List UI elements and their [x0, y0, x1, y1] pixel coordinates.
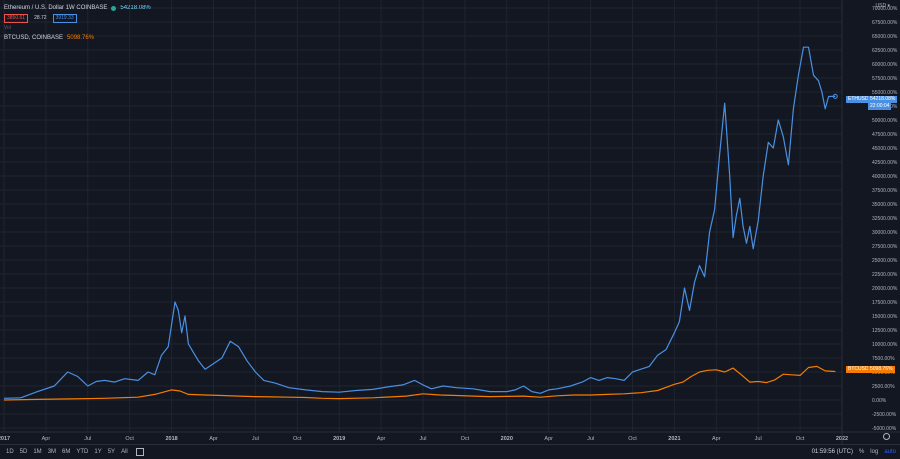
log-toggle[interactable]: log: [870, 449, 879, 455]
percent-toggle[interactable]: %: [858, 449, 865, 455]
y-tick-label: 42500.00%: [872, 160, 898, 166]
y-tick-label: 40000.00%: [872, 174, 898, 180]
y-tick-label: 27500.00%: [872, 244, 898, 250]
legend-volume-row: Vol: [4, 23, 151, 33]
sell-price-box[interactable]: 3850.61: [4, 13, 29, 23]
range-5y[interactable]: 5Y: [107, 449, 116, 455]
x-tick-label: Jul: [84, 436, 91, 442]
y-tick-label: 0.00%: [872, 398, 887, 404]
chevron-down-icon: ▾: [887, 3, 890, 9]
x-tick-label: Jul: [755, 436, 762, 442]
y-tick-label: 62500.00%: [872, 48, 898, 54]
eth-value-tag: 54218.08%: [868, 96, 898, 103]
y-tick-label: -2500.00%: [872, 412, 897, 418]
x-tick-label: Oct: [125, 436, 134, 442]
right-tools: 01:59:56 (UTC) % log auto: [812, 449, 896, 455]
x-tick-label: 2021: [668, 436, 680, 442]
x-tick-label: Oct: [461, 436, 470, 442]
change-percent: 54218.08%: [120, 5, 151, 11]
bottom-toolbar: 1D 5D 1M 3M 6M YTD 1Y 5Y All 01:59:56 (U…: [0, 444, 900, 459]
range-ytd[interactable]: YTD: [76, 449, 89, 455]
y-tick-label: 12500.00%: [872, 328, 898, 334]
y-tick-label: 5000.00%: [872, 370, 895, 376]
range-1m[interactable]: 1M: [33, 449, 42, 455]
currency-label: USD: [875, 3, 887, 9]
y-tick-label: 65000.00%: [872, 34, 898, 40]
x-tick-label: Apr: [544, 436, 553, 442]
y-tick-label: 20000.00%: [872, 286, 898, 292]
x-tick-label: Oct: [293, 436, 302, 442]
comparison-percent: 5098.76%: [67, 35, 95, 41]
legend-price-row: 3850.61 28.72 3919.33: [4, 13, 151, 23]
eth-last-point: [832, 93, 838, 99]
x-tick-label: Oct: [796, 436, 805, 442]
y-tick-label: 60000.00%: [872, 62, 898, 68]
y-tick-label: 10000.00%: [872, 342, 898, 348]
volume-label: Vol: [4, 25, 11, 31]
y-tick-label: 70000.00%: [872, 6, 898, 12]
y-tick-label: -5000.00%: [872, 426, 897, 432]
y-tick-label: 25000.00%: [872, 258, 898, 264]
eth-countdown-tag: 22:00:04: [868, 103, 892, 110]
x-tick-label: Oct: [628, 436, 637, 442]
y-tick-label: 7500.00%: [872, 356, 895, 362]
y-tick-label: 2500.00%: [872, 384, 895, 390]
y-tick-label: 32500.00%: [872, 216, 898, 222]
y-tick-label: 15000.00%: [872, 314, 898, 320]
series-line-ethusd: [3, 46, 836, 399]
series-line-btcusd: [3, 365, 836, 401]
y-tick-label: 47500.00%: [872, 132, 898, 138]
y-tick-label: 55000.00%: [872, 90, 898, 96]
x-tick-label: Jul: [587, 436, 594, 442]
range-3m[interactable]: 3M: [47, 449, 57, 455]
y-tick-label: 50000.00%: [872, 118, 898, 124]
range-1d[interactable]: 1D: [6, 449, 14, 455]
buy-price-box[interactable]: 3919.33: [52, 13, 77, 23]
x-tick-label: Apr: [42, 436, 51, 442]
x-tick-label: Apr: [712, 436, 721, 442]
x-tick-label: 2020: [501, 436, 513, 442]
btc-symbol-tag: BTCUSD: [846, 366, 871, 373]
symbol-title[interactable]: Ethereum / U.S. Dollar 1W COINBASE: [4, 5, 108, 11]
range-1y[interactable]: 1Y: [94, 449, 102, 455]
calendar-icon[interactable]: [135, 448, 144, 456]
x-tick-label: 2018: [165, 436, 177, 442]
y-tick-label: 30000.00%: [872, 230, 898, 236]
y-tick-label: 45000.00%: [872, 146, 898, 152]
legend-compare-row[interactable]: BTCUSD, COINBASE 5098.76%: [4, 33, 151, 43]
axis-currency[interactable]: USD ▾: [876, 3, 890, 9]
x-tick-label: 2017: [0, 436, 10, 442]
chart-legend: Ethereum / U.S. Dollar 1W COINBASE 54218…: [4, 3, 151, 43]
range-all[interactable]: All: [121, 449, 128, 455]
x-tick-label: Apr: [209, 436, 218, 442]
clock-readout[interactable]: 01:59:56 (UTC): [811, 449, 853, 455]
y-tick-label: 22500.00%: [872, 272, 898, 278]
gear-icon[interactable]: [883, 433, 890, 440]
y-tick-label: 35000.00%: [872, 202, 898, 208]
x-tick-label: Apr: [377, 436, 386, 442]
x-tick-label: Jul: [252, 436, 259, 442]
y-tick-label: 17500.00%: [872, 300, 898, 306]
range-5d[interactable]: 5D: [19, 449, 28, 455]
y-tick-label: 37500.00%: [872, 188, 898, 194]
y-tick-label: 67500.00%: [872, 20, 898, 26]
legend-main-row: Ethereum / U.S. Dollar 1W COINBASE 54218…: [4, 3, 151, 13]
comparison-symbol[interactable]: BTCUSD, COINBASE: [4, 35, 64, 41]
range-6m[interactable]: 6M: [62, 449, 71, 455]
auto-toggle[interactable]: auto: [884, 449, 896, 455]
x-tick-label: 2019: [333, 436, 345, 442]
spread-value: 28.72: [34, 14, 47, 21]
btc-value-tag: 5098.76%: [868, 366, 895, 373]
x-tick-label: Jul: [419, 436, 426, 442]
y-tick-label: 57500.00%: [872, 76, 898, 82]
market-status-icon: [111, 5, 117, 11]
eth-symbol-tag: ETHUSD: [846, 96, 871, 103]
